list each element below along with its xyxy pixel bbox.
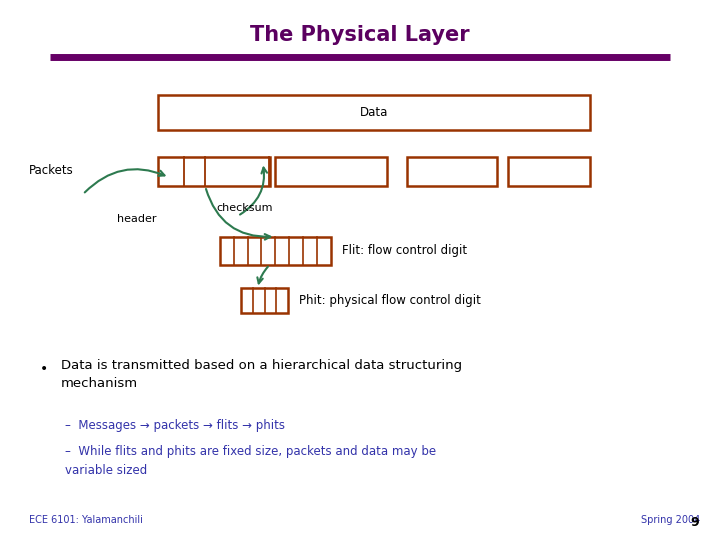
Text: checksum: checksum xyxy=(216,203,272,213)
Text: header: header xyxy=(117,214,156,224)
Text: 9: 9 xyxy=(690,516,699,529)
Text: ECE 6101: Yalamanchili: ECE 6101: Yalamanchili xyxy=(29,515,143,525)
Bar xyxy=(407,157,497,186)
Bar xyxy=(275,157,387,186)
Text: The Physical Layer: The Physical Layer xyxy=(250,25,470,45)
Text: Data is transmitted based on a hierarchical data structuring
mechanism: Data is transmitted based on a hierarchi… xyxy=(61,359,462,390)
Text: •: • xyxy=(40,362,48,376)
Text: Spring 2004: Spring 2004 xyxy=(641,515,700,525)
Text: Data: Data xyxy=(360,105,389,119)
Bar xyxy=(158,94,590,130)
Bar xyxy=(220,237,331,265)
Text: Phit: physical flow control digit: Phit: physical flow control digit xyxy=(299,294,481,307)
Bar xyxy=(158,157,270,186)
Text: –  Messages → packets → flits → phits: – Messages → packets → flits → phits xyxy=(65,418,285,431)
Bar xyxy=(508,157,590,186)
Text: Flit: flow control digit: Flit: flow control digit xyxy=(342,244,467,257)
Text: –  While flits and phits are fixed size, packets and data may be
variable sized: – While flits and phits are fixed size, … xyxy=(65,446,436,476)
Text: Packets: Packets xyxy=(29,164,73,177)
Bar xyxy=(241,288,288,313)
